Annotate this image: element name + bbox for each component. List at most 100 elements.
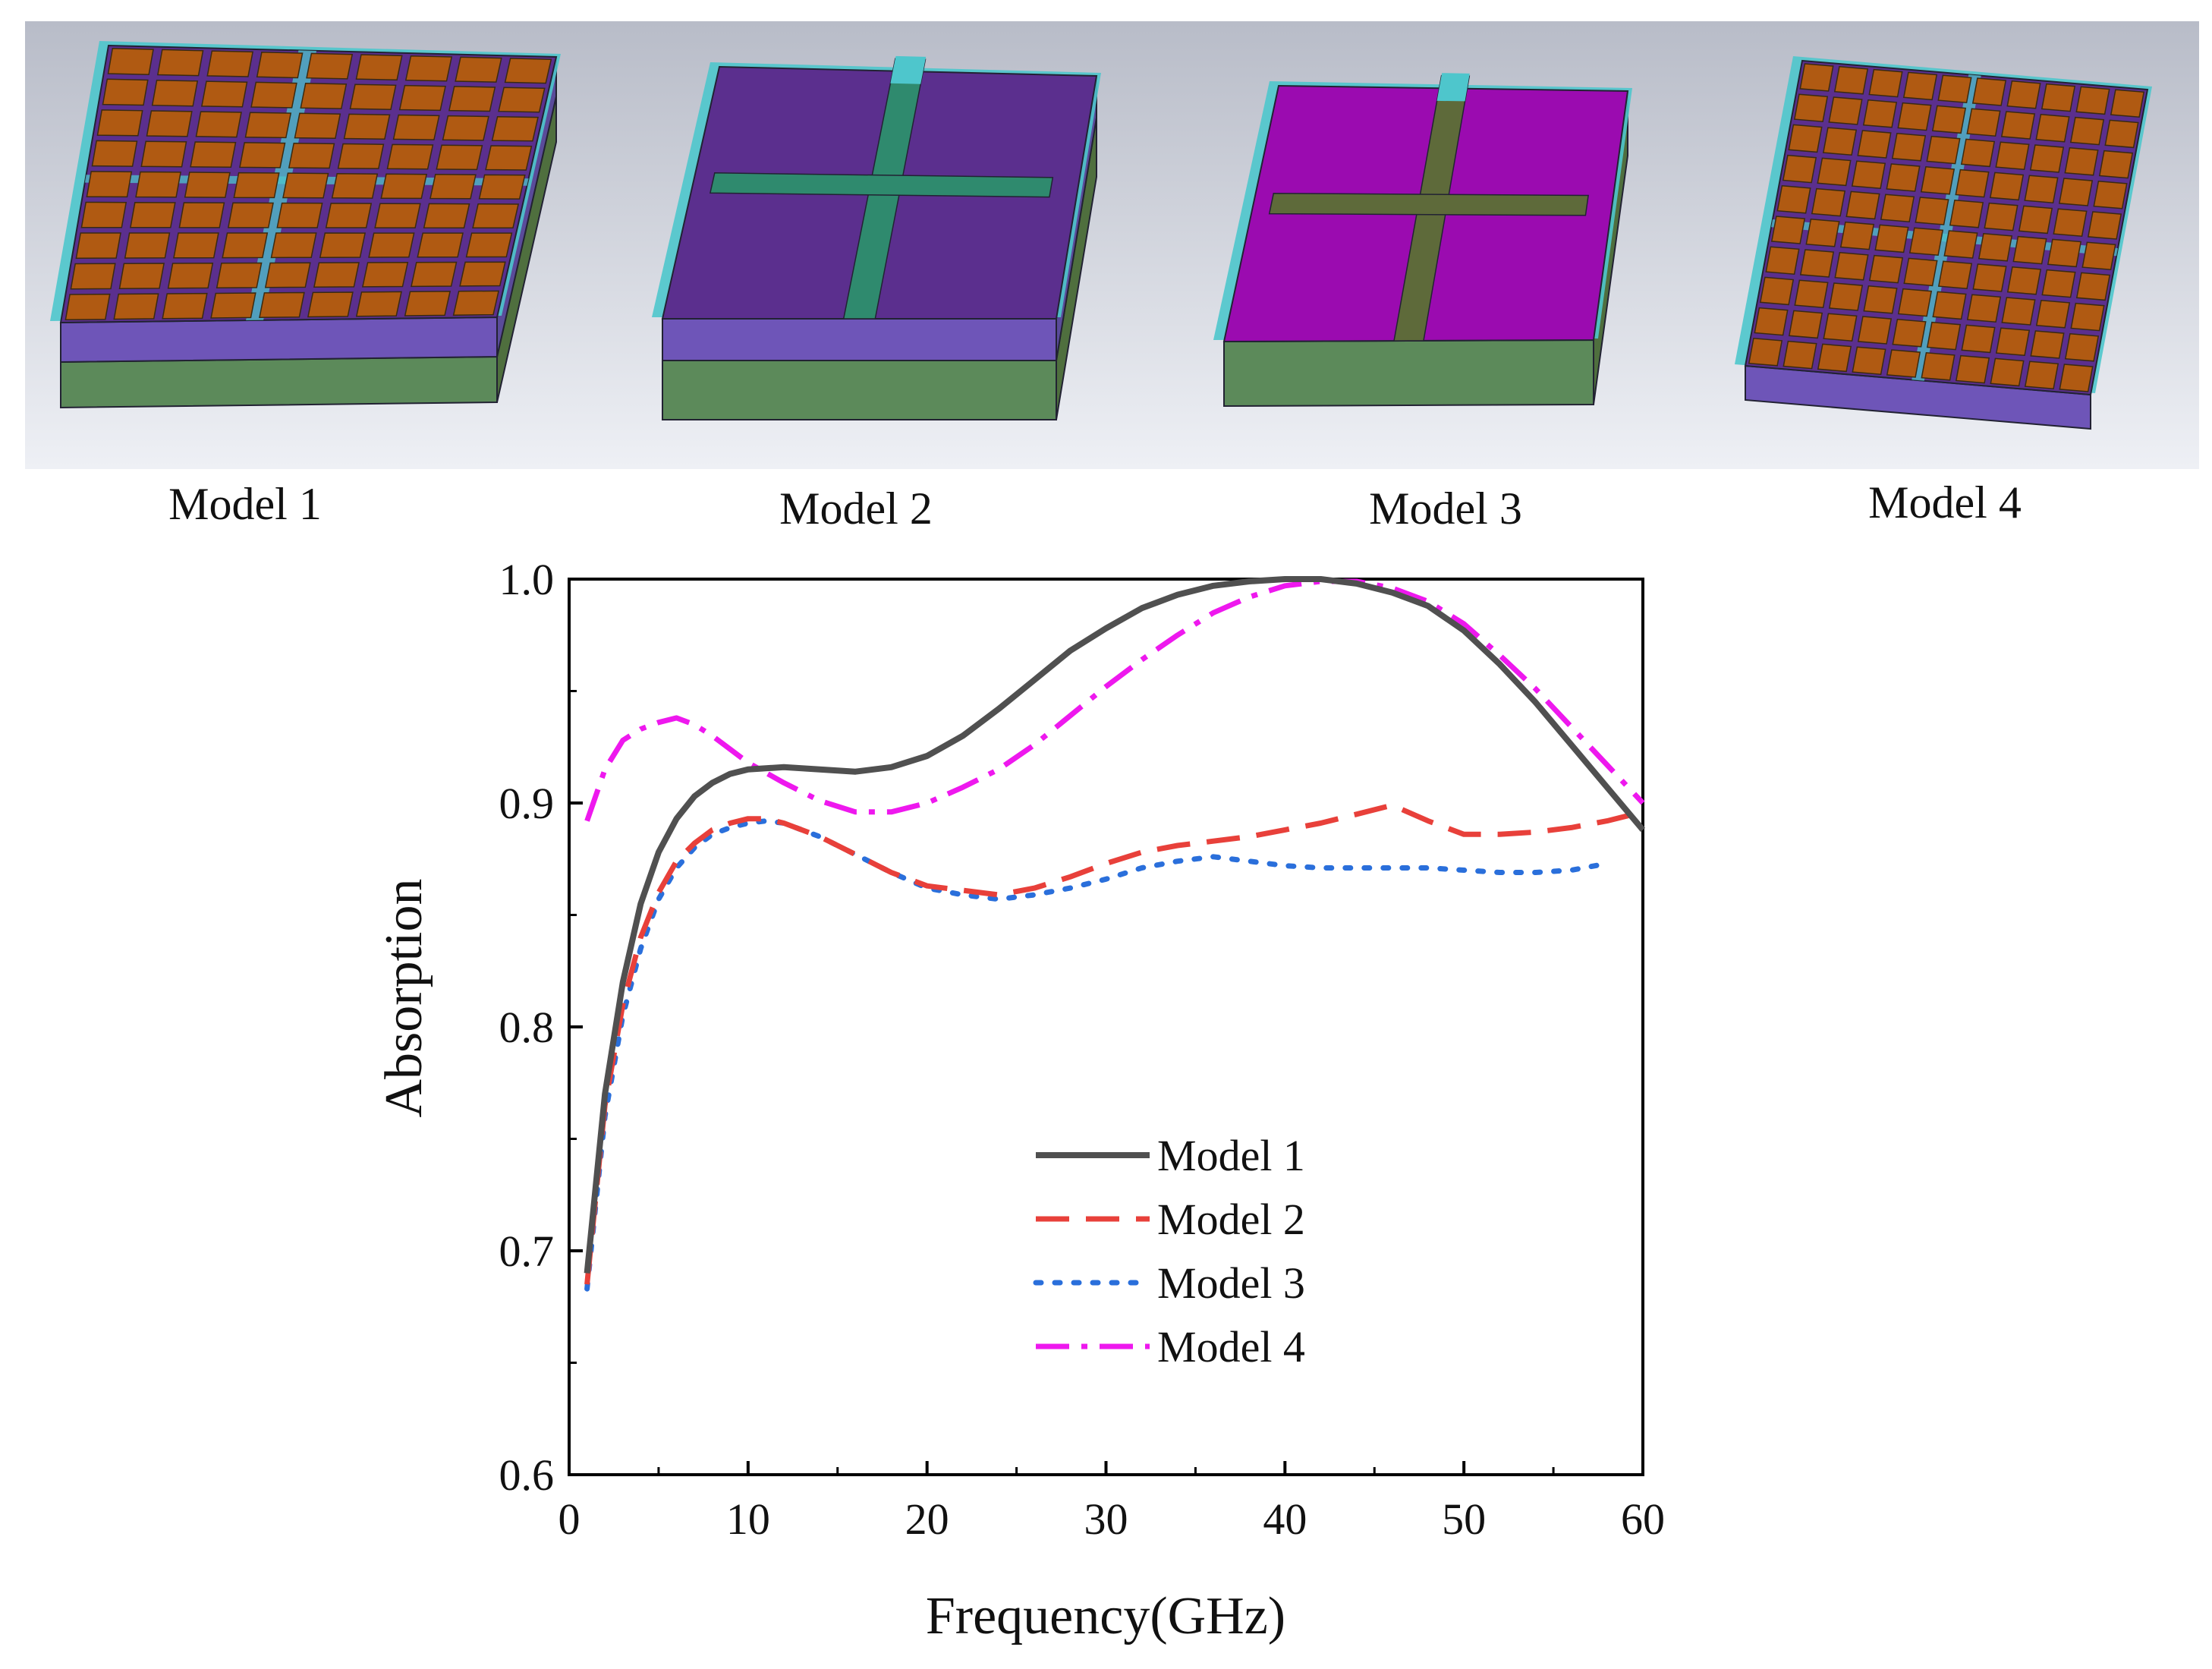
copper-patch	[300, 83, 348, 109]
copper-patch	[1857, 316, 1893, 345]
copper-patch	[392, 114, 440, 140]
copper-patch	[1984, 202, 2018, 231]
copper-patch	[1811, 187, 1846, 217]
copper-patch	[1995, 327, 2031, 357]
copper-patch	[1897, 288, 1933, 317]
model-4-render	[1706, 21, 2199, 469]
copper-patch	[1908, 227, 1944, 257]
copper-patch	[1754, 307, 1789, 336]
copper-patch	[1794, 279, 1829, 309]
ground-plane	[1223, 339, 1594, 408]
copper-patch	[313, 262, 360, 288]
copper-patch	[1972, 263, 2007, 292]
series-line-model-2	[584, 802, 1644, 1285]
copper-patch	[386, 143, 434, 170]
copper-patch	[2024, 175, 2059, 204]
copper-patch	[355, 291, 402, 317]
model-1-caption: Model 1	[168, 479, 322, 529]
copper-patch	[349, 83, 397, 110]
copper-patch	[80, 201, 127, 228]
copper-patch	[1960, 138, 1996, 168]
copper-patch	[151, 79, 199, 107]
copper-patch	[1839, 221, 1875, 250]
copper-patch	[1874, 224, 1909, 253]
copper-patch	[355, 54, 403, 81]
model-4-caption: Model 4	[1868, 477, 2022, 527]
copper-patch	[65, 293, 111, 321]
copper-patch	[259, 291, 305, 319]
copper-patch	[1833, 65, 1869, 95]
copper-patch	[2075, 272, 2111, 301]
copper-patch	[325, 203, 373, 228]
copper-patch	[1955, 354, 1990, 384]
legend: Model 1 Model 2 Model 3 Model 4	[1033, 1131, 1305, 1371]
copper-patch	[2041, 269, 2076, 298]
copper-patch	[368, 232, 415, 258]
copper-patch	[2059, 364, 2094, 392]
copper-patch	[343, 113, 391, 140]
copper-patch	[2000, 111, 2036, 140]
copper-patch	[2064, 332, 2100, 362]
copper-patch	[498, 87, 546, 113]
copper-patch	[1868, 68, 1903, 98]
copper-patch	[162, 292, 208, 320]
series-line-model-4	[584, 578, 1645, 822]
copper-patch	[201, 80, 248, 108]
copper-patch	[459, 261, 506, 287]
copper-patch	[1868, 254, 1904, 284]
copper-patch	[442, 115, 489, 141]
series-lines	[584, 576, 1646, 1292]
series-line-model-1	[584, 576, 1646, 1274]
cross-slot-edge	[890, 55, 927, 84]
copper-patch	[107, 48, 154, 75]
copper-patch	[256, 51, 304, 79]
model-panels	[25, 21, 2199, 469]
copper-patch	[1828, 282, 1864, 311]
copper-patch	[404, 55, 453, 82]
copper-patch	[337, 143, 385, 169]
copper-patch	[244, 112, 292, 139]
copper-patch	[1926, 321, 1962, 351]
copper-patch	[306, 52, 354, 80]
copper-patch	[222, 232, 269, 259]
copper-patch	[361, 261, 409, 288]
copper-patch	[2001, 297, 2036, 326]
y-tick-label: 0.6	[499, 1450, 555, 1500]
x-tick-label: 0	[559, 1494, 581, 1544]
copper-patch	[1823, 313, 1858, 342]
x-tick-label: 40	[1263, 1494, 1307, 1544]
copper-patch	[2093, 180, 2128, 209]
copper-patch	[130, 201, 176, 228]
copper-patch	[2064, 146, 2099, 176]
copper-patch	[2006, 266, 2042, 295]
copper-patch	[319, 232, 367, 258]
copper-patch	[380, 173, 428, 200]
legend-label: Model 2	[1157, 1195, 1305, 1244]
model-1-render	[25, 21, 609, 469]
copper-patch	[1903, 257, 1938, 287]
copper-patch	[190, 141, 237, 168]
y-tick-label: 0.9	[499, 779, 555, 828]
model-3-render	[1175, 21, 1706, 469]
copper-patch	[2058, 178, 2094, 206]
copper-patch	[404, 291, 452, 316]
copper-patch	[1880, 194, 1915, 223]
copper-patch	[1845, 191, 1880, 220]
copper-patch	[2030, 330, 2065, 359]
x-tick-label: 60	[1621, 1494, 1665, 1544]
copper-patch	[478, 174, 526, 200]
copper-patch	[1863, 285, 1898, 314]
copper-patch	[227, 202, 274, 228]
copper-patch	[1793, 93, 1829, 123]
copper-patch	[1995, 141, 2030, 171]
copper-patch	[70, 263, 116, 290]
copper-patch	[239, 142, 286, 168]
copper-patch	[455, 56, 502, 83]
copper-patch	[1851, 160, 1886, 190]
cross-slot-horizontal	[709, 172, 1054, 198]
copper-patch	[491, 115, 539, 142]
copper-patch	[91, 140, 138, 167]
copper-patch	[1966, 294, 2002, 323]
copper-patch	[1748, 337, 1783, 367]
